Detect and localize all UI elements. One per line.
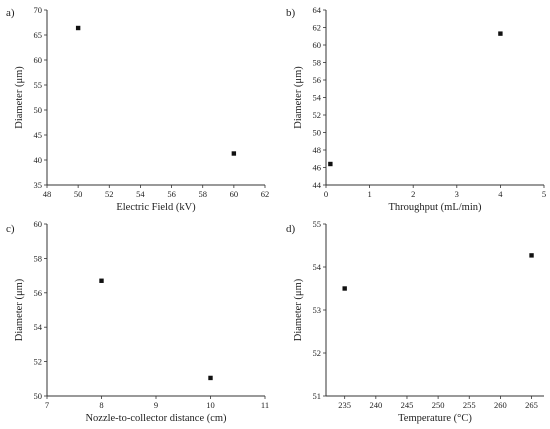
data-point — [208, 375, 213, 381]
x-tick-label: 0 — [324, 189, 328, 199]
chart-panel: 48 50 52 54 56 58 60 62 35 40 45 50 55 60 65 70 Electric… — [6, 5, 269, 213]
panel-label: c) — [6, 223, 15, 235]
data-point — [342, 286, 347, 291]
data-point — [498, 31, 503, 36]
y-tick-label: 60 — [34, 219, 43, 229]
data-point — [529, 253, 534, 258]
x-tick-label: 3 — [455, 189, 459, 199]
data-point — [231, 151, 237, 156]
y-axis-title: Diameter (μm) — [293, 66, 304, 129]
data-point — [75, 25, 81, 31]
y-tick-label: 52 — [313, 348, 322, 358]
y-tick-label: 58 — [313, 58, 322, 68]
x-axis-title: Temperature (°C) — [398, 413, 472, 424]
y-tick-label: 54 — [34, 322, 43, 332]
y-tick-label: 56 — [34, 288, 43, 298]
x-tick-label: 265 — [525, 400, 538, 410]
y-tick-label: 50 — [34, 391, 43, 401]
x-tick-label: 2 — [411, 189, 415, 199]
y-tick-label: 45 — [34, 130, 43, 140]
x-tick-label: 250 — [432, 400, 445, 410]
y-tick-label: 50 — [34, 105, 43, 115]
panel-label: b) — [286, 7, 296, 19]
x-tick-label: 5 — [542, 189, 546, 199]
y-tick-label: 55 — [34, 80, 43, 90]
y-tick-label: 48 — [313, 145, 322, 155]
panel-label: a) — [6, 7, 15, 19]
y-tick-label: 70 — [34, 5, 43, 15]
y-tick-label: 56 — [313, 75, 322, 85]
y-tick-label: 50 — [313, 128, 322, 138]
y-tick-label: 52 — [313, 110, 322, 120]
y-tick-label: 35 — [34, 180, 43, 190]
x-tick-label: 11 — [261, 400, 269, 410]
y-tick-label: 62 — [313, 23, 322, 33]
x-axis-title: Electric Field (kV) — [116, 202, 196, 213]
y-tick-label: 52 — [34, 357, 43, 367]
y-tick-label: 44 — [313, 180, 322, 190]
x-tick-label: 48 — [43, 189, 52, 199]
y-tick-label: 58 — [34, 253, 43, 263]
x-tick-label: 235 — [338, 400, 351, 410]
x-tick-label: 8 — [99, 400, 103, 410]
y-axis-title: Diameter (μm) — [14, 278, 25, 341]
x-axis-title: Nozzle-to-collector distance (cm) — [85, 413, 227, 424]
x-tick-label: 7 — [45, 400, 49, 410]
x-axis-title: Throughput (mL/min) — [388, 202, 482, 213]
x-tick-label: 240 — [369, 400, 382, 410]
y-tick-label: 54 — [313, 262, 322, 272]
y-axis-title: Diameter (μm) — [14, 66, 25, 129]
x-tick-label: 260 — [494, 400, 507, 410]
x-tick-label: 60 — [230, 189, 239, 199]
data-point — [328, 161, 333, 167]
x-tick-label: 62 — [261, 189, 270, 199]
x-tick-label: 56 — [167, 189, 176, 199]
x-tick-label: 50 — [74, 189, 83, 199]
y-tick-label: 65 — [34, 30, 43, 40]
y-tick-label: 54 — [313, 93, 322, 103]
chart-panel: 0 1 2 3 4 5 44 46 48 50 52 54 56 58 60 62 64 Throughput (… — [286, 5, 546, 213]
y-tick-label: 40 — [34, 155, 43, 165]
x-tick-label: 1 — [367, 189, 371, 199]
x-tick-label: 10 — [206, 400, 215, 410]
y-tick-label: 60 — [34, 55, 43, 65]
x-tick-label: 54 — [136, 189, 145, 199]
y-tick-label: 64 — [313, 5, 322, 15]
x-tick-label: 4 — [498, 189, 503, 199]
y-tick-label: 55 — [313, 219, 322, 229]
panel-label: d) — [286, 223, 296, 235]
data-point — [99, 278, 104, 283]
x-tick-label: 52 — [105, 189, 114, 199]
x-tick-label: 58 — [198, 189, 207, 199]
y-tick-label: 60 — [313, 40, 322, 50]
x-tick-label: 255 — [463, 400, 476, 410]
y-tick-label: 51 — [313, 391, 322, 401]
chart-panel: 235 240 245 250 255 260 265 51 52 53 54 55 Temperatu… — [286, 219, 544, 424]
x-tick-label: 9 — [154, 400, 158, 410]
y-tick-label: 46 — [313, 163, 322, 173]
y-axis-title: Diameter (μm) — [293, 278, 304, 341]
chart-panel: 7 8 9 10 11 50 52 54 56 58 60 Nozzle-to-collector d… — [6, 219, 269, 424]
x-tick-label: 245 — [401, 400, 414, 410]
y-tick-label: 53 — [313, 305, 322, 315]
